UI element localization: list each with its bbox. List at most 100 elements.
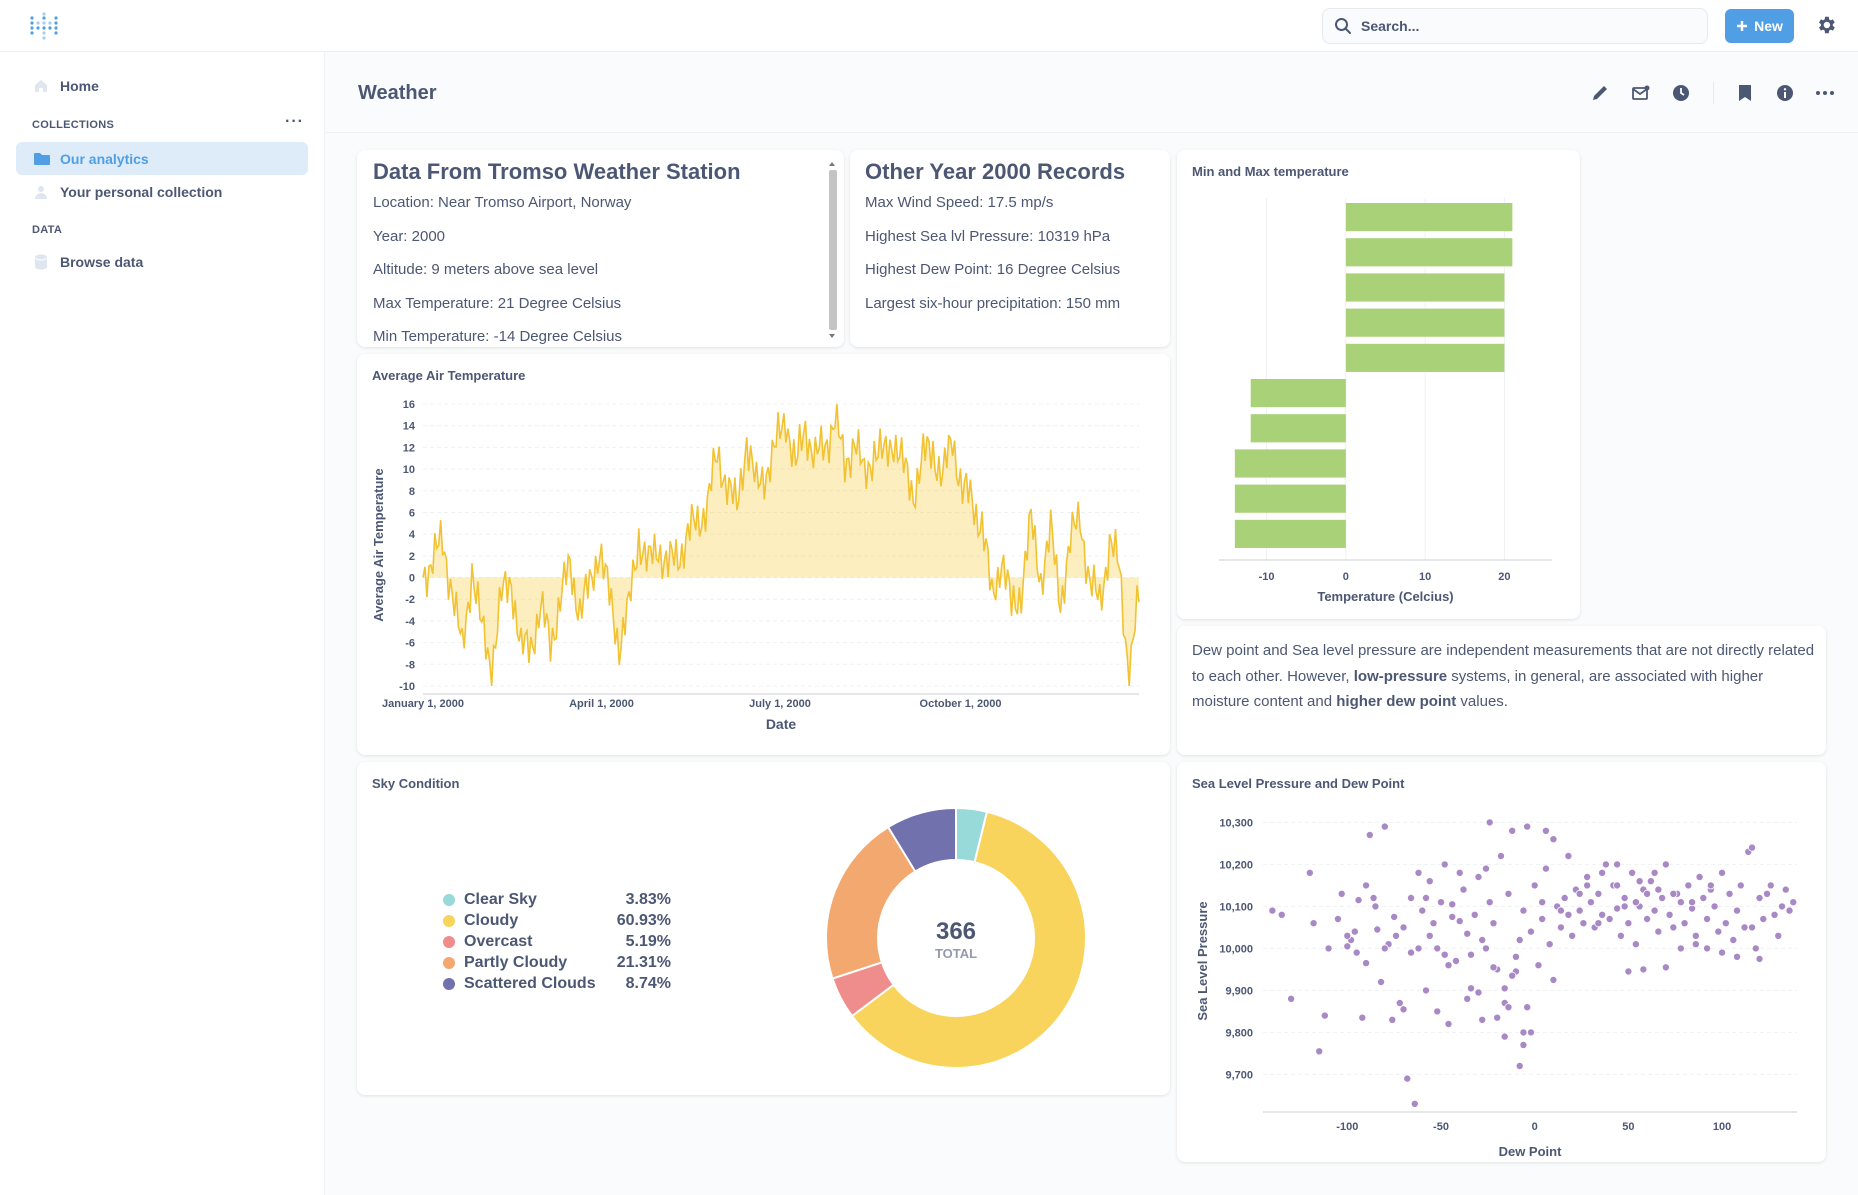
scatter-point[interactable] xyxy=(1337,889,1346,898)
scatter-point[interactable] xyxy=(1399,1005,1408,1014)
scatter-point[interactable] xyxy=(1504,1003,1513,1012)
chart-card-sky-condition[interactable]: Sky Condition Clear Sky 3.83% Cloudy 60.93%… xyxy=(357,762,1170,1095)
scatter-point[interactable] xyxy=(1579,919,1588,928)
scatter-point[interactable] xyxy=(1474,988,1483,997)
scatter-point[interactable] xyxy=(1703,944,1712,953)
scatter-point[interactable] xyxy=(1333,914,1342,923)
bar[interactable] xyxy=(1345,308,1505,337)
scatter-point[interactable] xyxy=(1354,896,1363,905)
scatter-point[interactable] xyxy=(1519,1040,1528,1049)
scatter-point[interactable] xyxy=(1481,864,1490,873)
scatter-point[interactable] xyxy=(1315,1047,1324,1056)
scatter-point[interactable] xyxy=(1390,912,1399,921)
new-button[interactable]: New xyxy=(1725,9,1794,43)
scatter-point[interactable] xyxy=(1620,902,1629,911)
scatter-point[interactable] xyxy=(1583,873,1592,882)
scroll-up-arrow-icon[interactable] xyxy=(829,162,835,166)
scatter-point[interactable] xyxy=(1538,914,1547,923)
scroll-down-arrow-icon[interactable] xyxy=(829,334,835,338)
scatter-point[interactable] xyxy=(1373,925,1382,934)
scatter-point[interactable] xyxy=(1583,881,1592,890)
scatter-point[interactable] xyxy=(1624,919,1633,928)
scatter-point[interactable] xyxy=(1676,944,1685,953)
scatter-point[interactable] xyxy=(1560,893,1569,902)
scatter-point[interactable] xyxy=(1410,1099,1419,1108)
bar[interactable] xyxy=(1234,449,1346,478)
scatter-point[interactable] xyxy=(1541,864,1550,873)
scatter-point[interactable] xyxy=(1688,898,1697,907)
scatter-point[interactable] xyxy=(1635,877,1644,886)
scatter-point[interactable] xyxy=(1789,898,1798,907)
scatter-point[interactable] xyxy=(1598,868,1607,877)
scatter-point[interactable] xyxy=(1429,919,1438,928)
bar[interactable] xyxy=(1250,379,1346,408)
scatter-point[interactable] xyxy=(1515,1061,1524,1070)
text-card-weather-station[interactable]: Data From Tromso Weather Station Locatio… xyxy=(357,150,844,347)
scatter-point[interactable] xyxy=(1575,906,1584,915)
scatter-point[interactable] xyxy=(1676,898,1685,907)
scatter-point[interactable] xyxy=(1785,906,1794,915)
scatter-point[interactable] xyxy=(1669,923,1678,932)
scatter-point[interactable] xyxy=(1598,910,1607,919)
metabase-logo-icon[interactable] xyxy=(28,12,58,42)
scatter-point[interactable] xyxy=(1643,914,1652,923)
scatter-point[interactable] xyxy=(1661,963,1670,972)
text-card-year-records[interactable]: Other Year 2000 Records Max Wind Speed: … xyxy=(850,150,1170,347)
scatter-point[interactable] xyxy=(1474,873,1483,882)
scatter-point[interactable] xyxy=(1380,944,1389,953)
scatter-point[interactable] xyxy=(1639,965,1648,974)
scatter-point[interactable] xyxy=(1305,868,1314,877)
legend-item[interactable]: Scattered Clouds 8.74% xyxy=(443,973,671,994)
scatter-point[interactable] xyxy=(1343,931,1352,940)
scatter-point[interactable] xyxy=(1444,1019,1453,1028)
scatter-point[interactable] xyxy=(1624,967,1633,976)
scatter-point[interactable] xyxy=(1500,984,1509,993)
scatter-point[interactable] xyxy=(1352,948,1361,957)
scatter-point[interactable] xyxy=(1436,898,1445,907)
history-clock-icon[interactable] xyxy=(1671,83,1691,103)
scatter-point[interactable] xyxy=(1511,952,1520,961)
scatter-point[interactable] xyxy=(1763,889,1772,898)
scatter-point[interactable] xyxy=(1365,831,1374,840)
sidebar-item-home[interactable]: Home xyxy=(16,69,308,102)
subscription-icon[interactable] xyxy=(1631,83,1651,103)
scatter-point[interactable] xyxy=(1478,1015,1487,1024)
scatter-point[interactable] xyxy=(1594,889,1603,898)
scatter-point[interactable] xyxy=(1526,927,1535,936)
scatter-point[interactable] xyxy=(1650,868,1659,877)
scatter-point[interactable] xyxy=(1519,1028,1528,1037)
donut-slice[interactable] xyxy=(850,810,1087,1069)
sidebar-item-our-analytics[interactable]: Our analytics xyxy=(16,142,308,175)
scatter-point[interactable] xyxy=(1658,893,1667,902)
scatter-point[interactable] xyxy=(1556,923,1565,932)
scatter-point[interactable] xyxy=(1388,1015,1397,1024)
scatter-point[interactable] xyxy=(1631,940,1640,949)
scatter-point[interactable] xyxy=(1371,902,1380,911)
scatter-point[interactable] xyxy=(1605,914,1614,923)
scatter-point[interactable] xyxy=(1444,961,1453,970)
scatter-point[interactable] xyxy=(1751,944,1760,953)
scatter-point[interactable] xyxy=(1369,893,1378,902)
scatter-point[interactable] xyxy=(1586,898,1595,907)
scatter-point[interactable] xyxy=(1320,1011,1329,1020)
scatter-point[interactable] xyxy=(1613,904,1622,913)
scatter-point[interactable] xyxy=(1414,868,1423,877)
scatter-point[interactable] xyxy=(1718,868,1727,877)
scatter-point[interactable] xyxy=(1493,1013,1502,1022)
scatter-point[interactable] xyxy=(1500,1032,1509,1041)
scatter-point[interactable] xyxy=(1778,902,1787,911)
bookmark-icon[interactable] xyxy=(1735,83,1755,103)
scatter-point[interactable] xyxy=(1440,950,1449,959)
bar[interactable] xyxy=(1345,343,1505,372)
scatter-point[interactable] xyxy=(1616,931,1625,940)
scatter-point[interactable] xyxy=(1646,877,1655,886)
scatter-point[interactable] xyxy=(1377,977,1386,986)
pencil-icon[interactable] xyxy=(1590,83,1610,103)
scatter-point[interactable] xyxy=(1733,906,1742,915)
scatter-point[interactable] xyxy=(1748,843,1757,852)
scatter-point[interactable] xyxy=(1515,935,1524,944)
scatter-point[interactable] xyxy=(1684,881,1693,890)
bar[interactable] xyxy=(1345,273,1505,302)
scatter-point[interactable] xyxy=(1407,948,1416,957)
scatter-point[interactable] xyxy=(1459,885,1468,894)
